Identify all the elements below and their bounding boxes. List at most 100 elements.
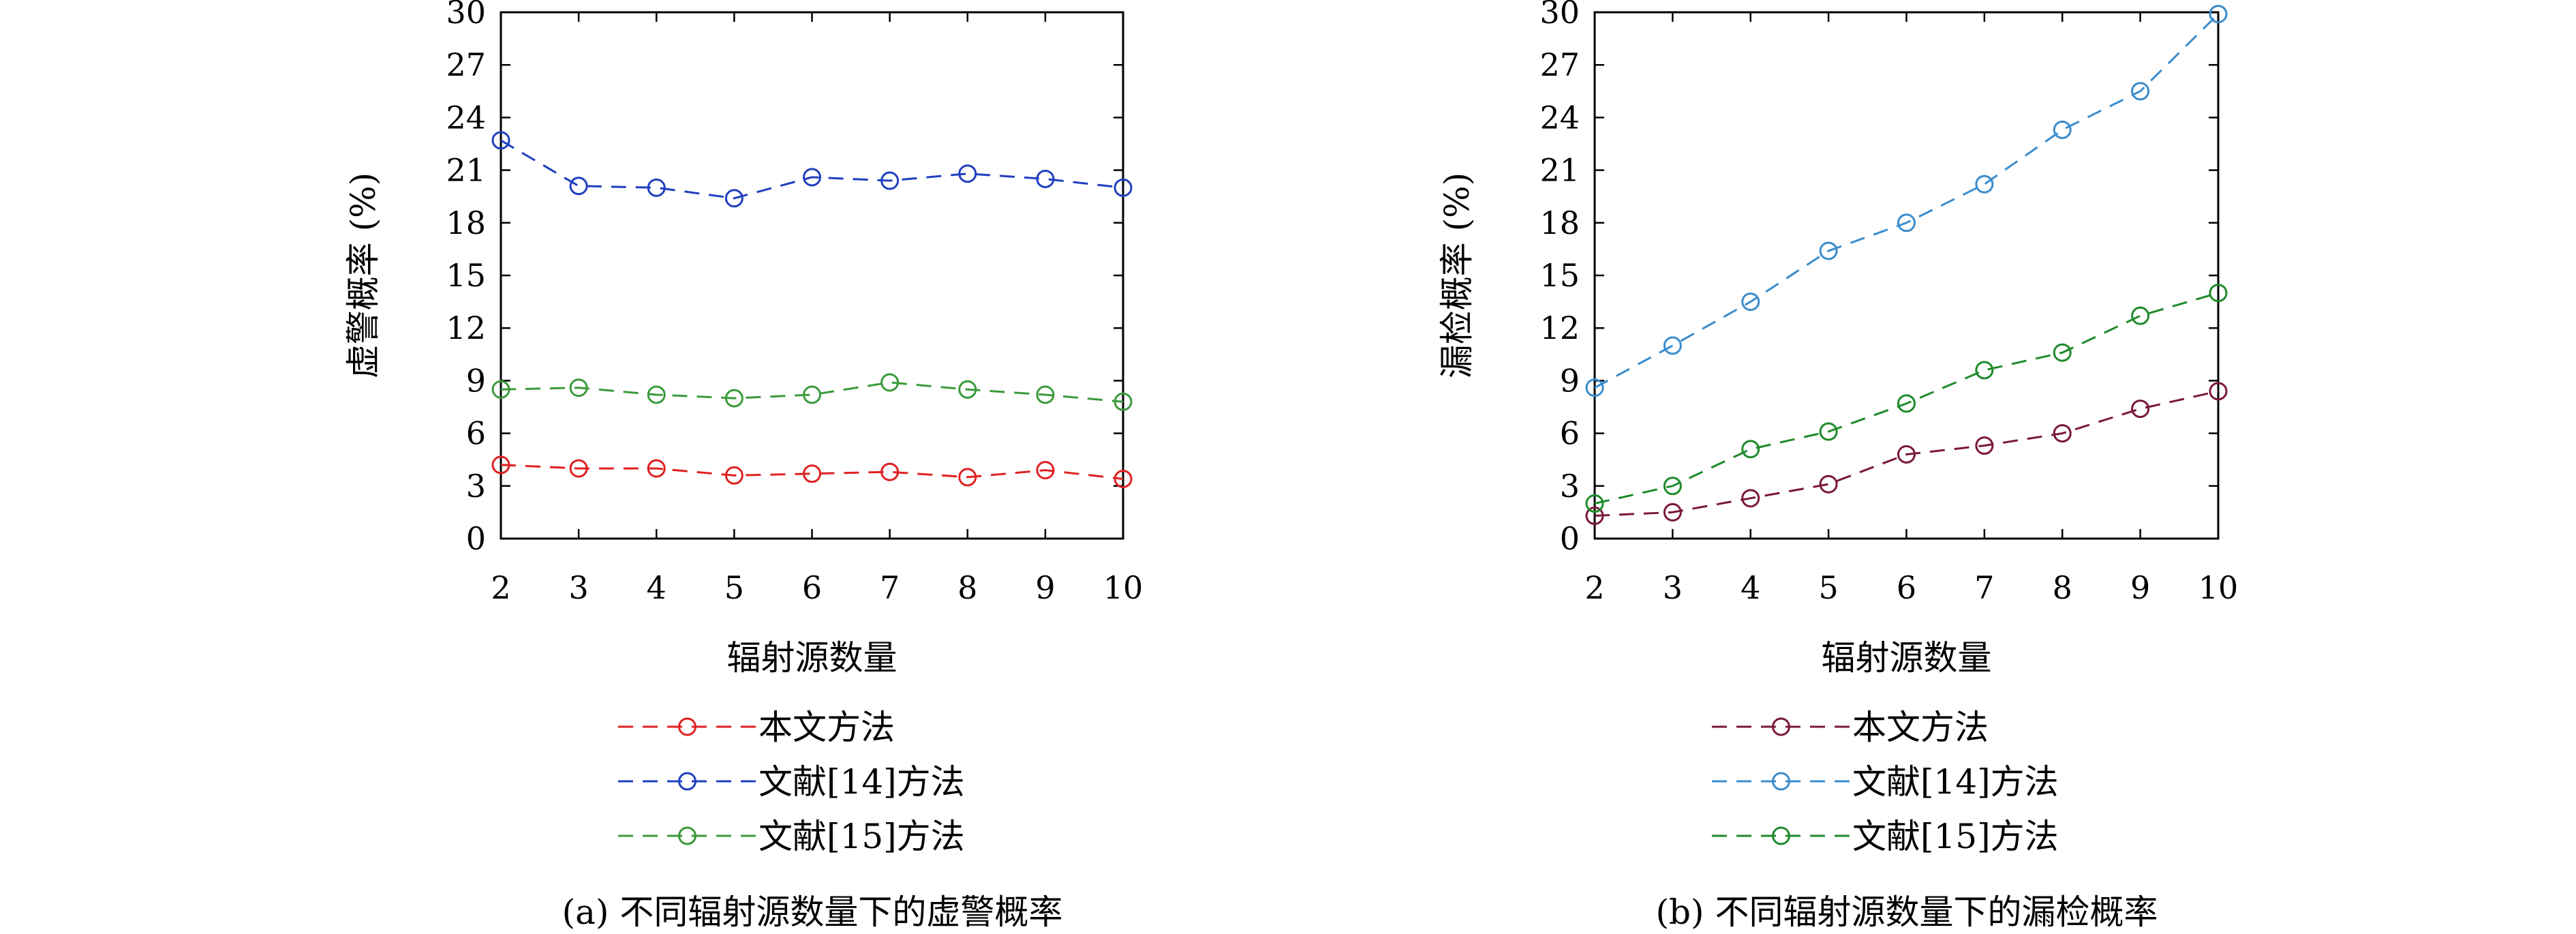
x-tick-label: 8 (2053, 569, 2072, 606)
series-line-0 (500, 464, 1124, 480)
x-tick-label: 7 (1974, 569, 1994, 606)
data-point (2053, 120, 2072, 139)
x-tick-label: 5 (1818, 569, 1838, 606)
y-tick-label: 18 (446, 205, 486, 241)
data-point (647, 178, 666, 197)
chart-panel-1: 0 3 6 9 12 15 18 21 24 27 30 2 3 4 5 6 7 8 9 10 辐射源数量 漏检概率 (%… (1437, 0, 2238, 932)
y-tick-label: 6 (1560, 415, 1580, 452)
x-tick-label: 8 (957, 569, 977, 606)
data-point (647, 459, 666, 478)
legend-marker-0 (1772, 717, 1790, 736)
data-point (2209, 382, 2228, 401)
data-point (803, 464, 821, 483)
data-point (1819, 474, 1838, 494)
x-tick-label: 2 (491, 569, 510, 606)
data-point (2209, 5, 2228, 24)
legend-label-2: 文献[15]方法 (1852, 817, 2059, 856)
x-tick-label: 3 (1663, 569, 1683, 606)
x-tick-label: 4 (647, 569, 666, 606)
data-point (1741, 489, 1760, 508)
x-tick-label: 9 (2130, 569, 2150, 606)
x-tick-label: 2 (1584, 569, 1604, 606)
y-tick-label: 30 (446, 0, 486, 31)
legend-label-2: 文献[15]方法 (758, 817, 965, 856)
data-point (1975, 361, 1994, 380)
data-point (491, 455, 510, 474)
legend-marker-1 (678, 772, 696, 791)
x-tick-label: 5 (724, 569, 744, 606)
x-tick-label: 10 (1103, 569, 1144, 606)
y-axis-label: 漏检概率 (%) (1437, 172, 1477, 378)
data-point (1741, 440, 1760, 459)
x-tick-label: 3 (568, 569, 588, 606)
y-tick-label: 24 (446, 99, 486, 136)
chart-panel-0: 0 3 6 9 12 15 18 21 24 27 30 2 3 4 5 6 7 8 9 10 辐射源数量 虚警概率 (%… (343, 0, 1143, 932)
series-line-2 (1594, 292, 2219, 504)
x-tick-label: 4 (1741, 569, 1760, 606)
x-tick-label: 6 (1897, 569, 1916, 606)
series-line-1 (1594, 13, 2220, 389)
y-tick-label: 12 (1539, 310, 1580, 346)
legend-marker-0 (678, 717, 696, 736)
series-line-0 (1594, 390, 2219, 517)
panel-caption: (a) 不同辐射源数量下的虚警概率 (562, 892, 1063, 932)
data-point (2131, 306, 2150, 325)
x-tick-label: 7 (880, 569, 900, 606)
data-point (1036, 169, 1055, 188)
data-point (2053, 424, 2072, 443)
data-point (569, 177, 588, 196)
data-point (491, 380, 510, 399)
x-tick-label: 10 (2198, 569, 2239, 606)
data-point (647, 385, 666, 404)
y-tick-label: 21 (446, 152, 486, 189)
data-point (1975, 436, 1994, 455)
y-axis-label: 虚警概率 (%) (343, 172, 383, 378)
data-point (1114, 178, 1133, 197)
data-point (1819, 422, 1838, 441)
data-point (569, 459, 588, 478)
legend-label-0: 本文方法 (758, 708, 895, 747)
data-point (1663, 477, 1682, 496)
data-point (491, 131, 510, 150)
panel-caption: (b) 不同辐射源数量下的漏检概率 (1656, 892, 2158, 932)
data-point (1897, 213, 1916, 232)
data-point (2053, 343, 2072, 362)
data-point (1663, 502, 1682, 522)
data-point (803, 385, 821, 404)
data-point (2131, 400, 2150, 419)
data-point (724, 389, 743, 408)
data-point (1897, 394, 1916, 413)
data-point (1585, 494, 1604, 513)
x-axis-label: 辐射源数量 (727, 638, 898, 678)
data-point (1036, 385, 1055, 404)
y-tick-label: 9 (466, 362, 486, 399)
y-tick-label: 12 (446, 310, 486, 346)
data-point (1114, 470, 1133, 489)
series-line-1 (500, 139, 1124, 200)
data-point (569, 378, 588, 397)
y-tick-label: 21 (1539, 152, 1580, 189)
data-point (724, 466, 743, 485)
data-point (880, 171, 900, 190)
legend-label-0: 本文方法 (1852, 708, 1989, 747)
data-point (724, 189, 743, 208)
y-tick-label: 27 (1539, 46, 1580, 83)
legend-label-1: 文献[14]方法 (1852, 762, 2059, 802)
data-point (880, 462, 900, 481)
y-tick-label: 18 (1539, 205, 1580, 241)
data-point (958, 164, 977, 183)
data-point (880, 373, 900, 392)
data-point (1741, 292, 1760, 312)
data-point (803, 168, 821, 187)
plot-frame (1593, 11, 2220, 540)
data-point (958, 380, 977, 399)
y-tick-label: 15 (1539, 257, 1580, 294)
data-point (1114, 392, 1133, 411)
y-tick-label: 30 (1539, 0, 1580, 31)
y-tick-label: 3 (466, 468, 486, 504)
series-line-2 (500, 381, 1124, 403)
data-point (2209, 284, 2228, 303)
legend-label-1: 文献[14]方法 (758, 762, 965, 802)
data-point (2131, 82, 2150, 101)
x-axis-label: 辐射源数量 (1822, 638, 1992, 678)
